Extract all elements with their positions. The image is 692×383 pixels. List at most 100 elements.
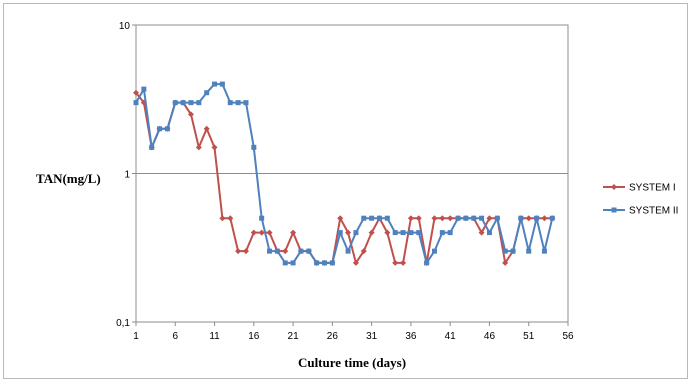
x-tick-label: 41 bbox=[445, 331, 457, 342]
data-point bbox=[439, 215, 446, 222]
data-point bbox=[251, 144, 257, 150]
y-tick-label: 10 bbox=[119, 21, 131, 32]
data-point bbox=[141, 86, 147, 92]
data-point bbox=[211, 144, 218, 151]
data-point bbox=[510, 248, 516, 254]
data-point bbox=[149, 144, 155, 150]
data-point bbox=[431, 248, 437, 254]
data-point bbox=[282, 260, 288, 266]
data-point bbox=[502, 259, 509, 266]
legend-marker bbox=[611, 184, 617, 190]
data-point bbox=[360, 248, 367, 255]
data-point bbox=[534, 215, 540, 221]
chart-frame bbox=[3, 3, 688, 379]
data-point bbox=[133, 89, 139, 96]
data-point bbox=[266, 229, 273, 236]
data-point bbox=[133, 100, 139, 106]
x-axis-label: Culture time (days) bbox=[298, 355, 406, 370]
data-point bbox=[455, 215, 461, 221]
data-point bbox=[212, 81, 218, 87]
data-point bbox=[518, 215, 524, 221]
data-point bbox=[439, 230, 445, 236]
data-point bbox=[306, 248, 312, 254]
data-point bbox=[353, 230, 359, 236]
data-point bbox=[478, 229, 485, 236]
data-point bbox=[188, 100, 194, 106]
legend: SYSTEM I SYSTEM II bbox=[603, 183, 678, 217]
data-point bbox=[219, 81, 225, 87]
data-point bbox=[267, 248, 273, 254]
data-point bbox=[431, 215, 438, 222]
data-point bbox=[526, 248, 532, 254]
data-point bbox=[541, 248, 547, 254]
data-point bbox=[486, 230, 492, 236]
data-point bbox=[322, 260, 328, 266]
data-point bbox=[337, 230, 343, 236]
data-point bbox=[203, 125, 210, 132]
data-point bbox=[463, 215, 469, 221]
data-point bbox=[376, 215, 382, 221]
x-axis-ticks: 1 6 11 16 21 26 31 36 41 46 51 56 bbox=[133, 322, 574, 342]
data-point bbox=[400, 230, 406, 236]
data-point bbox=[541, 215, 548, 222]
data-point bbox=[384, 215, 390, 221]
data-point bbox=[235, 248, 242, 255]
data-point bbox=[415, 215, 422, 222]
x-tick-label: 16 bbox=[248, 331, 260, 342]
data-point bbox=[392, 230, 398, 236]
legend-label: SYSTEM II bbox=[629, 206, 678, 217]
data-point bbox=[525, 215, 532, 222]
data-point bbox=[187, 111, 194, 118]
data-point bbox=[196, 100, 202, 106]
data-point bbox=[549, 215, 555, 221]
data-point bbox=[227, 215, 234, 222]
legend-item-system-i: SYSTEM I bbox=[603, 183, 676, 194]
x-tick-label: 21 bbox=[288, 331, 300, 342]
data-point bbox=[392, 259, 399, 266]
series-line-system-i bbox=[135, 92, 553, 264]
x-tick-label: 1 bbox=[133, 331, 139, 342]
series-system-ii bbox=[133, 81, 555, 266]
data-point bbox=[298, 248, 304, 254]
data-point bbox=[494, 215, 500, 221]
x-tick-label: 6 bbox=[172, 331, 178, 342]
y-tick-label: 1 bbox=[124, 170, 130, 181]
data-point bbox=[416, 230, 422, 236]
data-point bbox=[361, 215, 367, 221]
data-point bbox=[384, 229, 391, 236]
series-group bbox=[133, 81, 556, 266]
data-point bbox=[479, 215, 485, 221]
data-point bbox=[471, 215, 477, 221]
legend-label: SYSTEM I bbox=[629, 183, 676, 194]
data-point bbox=[447, 230, 453, 236]
data-point bbox=[227, 100, 233, 106]
data-point bbox=[329, 260, 335, 266]
data-point bbox=[282, 248, 289, 255]
data-point bbox=[502, 248, 508, 254]
data-point bbox=[400, 259, 407, 266]
x-tick-label: 26 bbox=[327, 331, 339, 342]
y-axis-ticks: 0,1 1 10 bbox=[116, 21, 136, 329]
data-point bbox=[172, 100, 178, 106]
data-point bbox=[195, 144, 202, 151]
data-point bbox=[486, 215, 493, 222]
data-point bbox=[180, 100, 186, 106]
data-point bbox=[164, 126, 170, 132]
x-tick-label: 31 bbox=[366, 331, 378, 342]
data-point bbox=[352, 259, 359, 266]
legend-item-system-ii: SYSTEM II bbox=[603, 206, 678, 217]
y-axis-label: TAN(mg/L) bbox=[36, 171, 101, 186]
x-tick-label: 11 bbox=[209, 331, 220, 342]
data-point bbox=[408, 230, 414, 236]
data-point bbox=[345, 248, 351, 254]
legend-marker bbox=[611, 207, 617, 213]
x-tick-label: 36 bbox=[405, 331, 417, 342]
x-tick-label: 51 bbox=[523, 331, 535, 342]
data-point bbox=[369, 215, 375, 221]
data-point bbox=[258, 229, 265, 236]
x-tick-label: 56 bbox=[562, 331, 574, 342]
data-point bbox=[204, 90, 210, 96]
data-point bbox=[243, 100, 249, 106]
data-point bbox=[314, 260, 320, 266]
